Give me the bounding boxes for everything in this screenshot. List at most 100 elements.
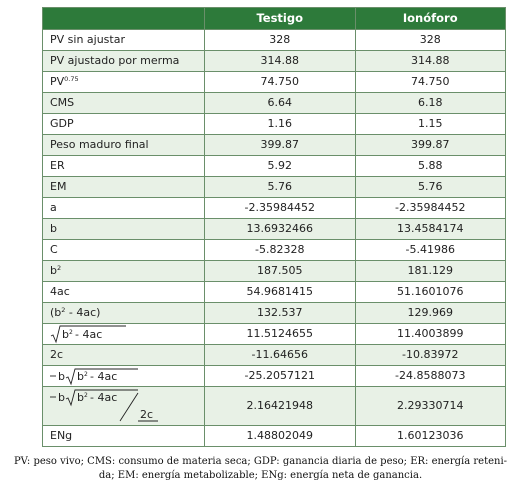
header-ionoforo: Ionóforo [354,7,506,30]
table-row: ENg 1.48802049 1.60123036 [42,425,506,447]
cell-testigo: 328 [204,29,356,51]
footnote-line-1: PV: peso vivo; CMS: consumo de materia s… [13,456,508,467]
row-label: GDP [42,113,205,135]
svg-text:2: 2 [69,329,73,336]
row-label: Peso maduro final [42,134,205,156]
svg-text:b: b [62,328,69,341]
cell-testigo: 187.505 [204,260,356,282]
row-label: (b2 - 4ac) [42,302,205,324]
header-testigo: Testigo [204,7,356,30]
row-label-text: PV [50,75,65,88]
cell-ionoforo: -5.41986 [354,239,506,261]
table-header-row: Testigo Ionóforo [42,7,506,30]
row-label-text: ENg [50,429,73,442]
cell-testigo: 314.88 [204,50,356,72]
cell-ionoforo: 13.4584174 [354,218,506,240]
table-footnote: PV: peso vivo; CMS: consumo de materia s… [0,455,521,483]
cell-testigo: -5.82328 [204,239,356,261]
svg-text:b: b [58,391,65,404]
table-row: a -2.35984452 -2.35984452 [42,197,506,219]
cell-testigo: 1.48802049 [204,425,356,447]
results-table: Testigo Ionóforo PV sin ajustar 328 328 PV … [42,7,506,447]
row-label: CMS [42,92,205,114]
row-label-text: GDP [50,117,74,130]
table-row: 2c -11.64656 -10.83972 [42,344,506,366]
table-row: PV sin ajustar 328 328 [42,29,506,51]
cell-ionoforo: -2.35984452 [354,197,506,219]
table-row: ER 5.92 5.88 [42,155,506,177]
cell-ionoforo: 181.129 [354,260,506,282]
cell-testigo: 2.16421948 [204,386,356,426]
cell-ionoforo: 1.60123036 [354,425,506,447]
cell-testigo: -11.64656 [204,344,356,366]
row-label: b2 [42,260,205,282]
footnote-line-2: da; EM: energía metabolizable; ENg: ener… [98,470,423,481]
cell-testigo: 399.87 [204,134,356,156]
row-label: EM [42,176,205,198]
cell-testigo: 132.537 [204,302,356,324]
row-label: PV ajustado por merma [42,50,205,72]
cell-ionoforo: 5.76 [354,176,506,198]
cell-testigo: 5.92 [204,155,356,177]
row-label-text: (b [50,306,62,319]
row-label-suffix: - 4ac) [65,306,101,319]
row-label: PV sin ajustar [42,29,205,51]
row-label-text: 2c [50,348,64,361]
row-label-text: ER [50,159,65,172]
cell-testigo: 11.5124655 [204,323,356,345]
row-label: 4ac [42,281,205,303]
table-row: GDP 1.16 1.15 [42,113,506,135]
svg-text:- 4ac: - 4ac [90,370,117,383]
table-row: PV ajustado por merma 314.88 314.88 [42,50,506,72]
row-label-text: Peso maduro final [50,138,149,151]
row-label: ER [42,155,205,177]
cell-testigo: 1.16 [204,113,356,135]
results-table-container: Testigo Ionóforo PV sin ajustar 328 328 PV … [42,7,506,447]
row-label: ENg [42,425,205,447]
row-label-text: CMS [50,96,75,109]
cell-testigo: -2.35984452 [204,197,356,219]
row-label: C [42,239,205,261]
svg-text:2: 2 [84,371,88,378]
cell-testigo: -25.2057121 [204,365,356,387]
cell-ionoforo: 2.29330714 [354,386,506,426]
table-row: (b2 - 4ac) 132.537 129.969 [42,302,506,324]
row-label: PV0.75 [42,71,205,93]
cell-ionoforo: 51.1601076 [354,281,506,303]
cell-ionoforo: -24.8588073 [354,365,506,387]
svg-text:b: b [77,370,84,383]
row-label-text: b [50,264,57,277]
svg-text:2c: 2c [140,408,153,421]
row-label: b [42,218,205,240]
cell-testigo: 13.6932466 [204,218,356,240]
row-label-text: PV sin ajustar [50,33,125,46]
row-label: a [42,197,205,219]
svg-text:b: b [77,391,84,404]
table-row: 4ac 54.9681415 51.1601076 [42,281,506,303]
cell-ionoforo: 129.969 [354,302,506,324]
table-row: b2 187.505 181.129 [42,260,506,282]
cell-ionoforo: 399.87 [354,134,506,156]
cell-testigo: 5.76 [204,176,356,198]
svg-text:- 4ac: - 4ac [75,328,102,341]
cell-ionoforo: 6.18 [354,92,506,114]
row-label-text: 4ac [50,285,70,298]
cell-testigo: 74.750 [204,71,356,93]
table-row: PV0.75 74.750 74.750 [42,71,506,93]
row-label-text: EM [50,180,67,193]
table-row: C -5.82328 -5.41986 [42,239,506,261]
cell-testigo: 6.64 [204,92,356,114]
row-label-superscript: 0.75 [64,75,79,83]
cell-ionoforo: 5.88 [354,155,506,177]
row-label-text: a [50,201,57,214]
row-label-text: PV ajustado por merma [50,54,180,67]
row-label-superscript: 2 [56,264,62,272]
table-row: Peso maduro final 399.87 399.87 [42,134,506,156]
